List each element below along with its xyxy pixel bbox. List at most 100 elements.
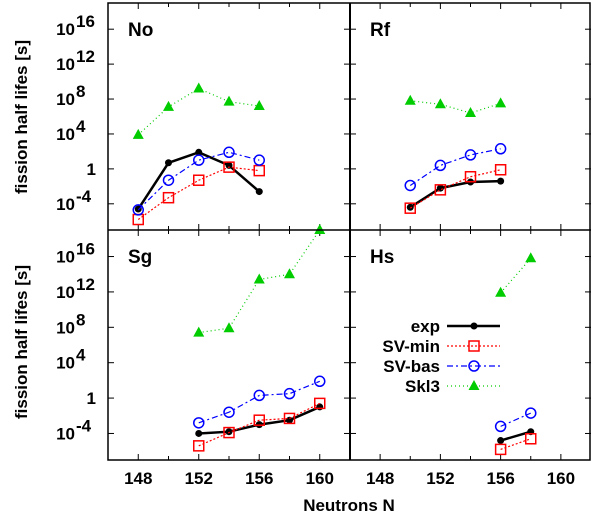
y-tick-label: 10 <box>56 354 75 373</box>
series-line <box>198 402 321 447</box>
data-point <box>404 179 416 192</box>
series-skl3 <box>132 82 265 139</box>
y-tick-label: 10 <box>56 283 75 302</box>
data-point <box>497 437 505 445</box>
data-point <box>255 188 263 196</box>
legend-entry-skl3: Skl3 <box>405 377 500 396</box>
legend-marker <box>468 360 480 372</box>
series-sv-min <box>494 433 537 456</box>
panel-no: No <box>108 3 350 230</box>
series-line <box>137 166 260 221</box>
legend-marker <box>468 340 480 352</box>
data-point <box>464 149 477 161</box>
series-exp <box>134 148 263 213</box>
legend-entry-exp: exp <box>411 317 500 336</box>
data-point <box>494 443 507 456</box>
data-point <box>132 204 144 216</box>
data-point <box>434 159 447 172</box>
series-line <box>198 380 320 424</box>
series-skl3 <box>404 94 507 118</box>
data-point <box>494 164 507 176</box>
data-point <box>193 326 205 337</box>
data-point <box>223 146 235 159</box>
series-skl3 <box>193 224 326 337</box>
data-point <box>495 286 507 297</box>
data-point <box>434 184 447 196</box>
series-line <box>137 151 260 211</box>
plot-frame <box>107 2 591 461</box>
data-point <box>193 154 205 166</box>
data-point <box>253 273 265 284</box>
y-tick-label-exponent: 8 <box>76 310 85 329</box>
data-point <box>497 177 505 185</box>
data-point <box>223 95 235 106</box>
y-tick-label: 10 <box>56 90 75 109</box>
x-tick-label: 156 <box>486 469 514 488</box>
series-sv-bas <box>132 146 265 216</box>
y-tick-label: 10 <box>56 55 75 74</box>
y-tick-label-exponent: 12 <box>76 47 95 66</box>
data-point <box>193 440 205 452</box>
x-tick-label: 160 <box>306 469 334 488</box>
data-point <box>195 429 203 437</box>
y-tick-label: 1 <box>87 160 96 179</box>
legend-entry-sv-bas: SV-bas <box>383 357 500 376</box>
series-skl3 <box>495 252 537 297</box>
data-point <box>494 420 507 433</box>
legend-label: Skl3 <box>405 377 440 396</box>
panel-hs: Hs <box>350 230 591 460</box>
series-sv-min <box>404 164 507 214</box>
data-point <box>165 159 172 167</box>
data-point <box>314 224 326 234</box>
series-exp <box>195 403 324 437</box>
series-sv-bas <box>404 143 507 192</box>
y-tick-label: 10 <box>56 248 75 267</box>
y-tick-label: 10 <box>56 20 75 39</box>
data-point <box>494 143 507 155</box>
y-tick-label: 10 <box>56 195 75 214</box>
data-point <box>283 412 296 425</box>
x-axis-label: Neutrons N <box>303 496 395 515</box>
y-tick-label-exponent: 4 <box>76 117 86 136</box>
series-sv-min <box>193 397 326 452</box>
data-point <box>525 252 537 263</box>
x-tick-label: 160 <box>547 469 575 488</box>
series-line <box>409 179 501 209</box>
data-point <box>465 107 476 118</box>
x-tick-labels-right: 148 152 156 160 <box>366 469 575 488</box>
y-tick-label-exponent: 12 <box>76 275 95 294</box>
panel-title: Sg <box>128 247 152 268</box>
legend-label: SV-bas <box>383 357 440 376</box>
panel-sg: Sg <box>108 224 350 460</box>
data-point <box>225 428 233 436</box>
series-exp <box>406 177 505 211</box>
data-point <box>406 203 414 211</box>
data-point <box>404 202 416 214</box>
y-tick-label-exponent: -4 <box>76 187 92 206</box>
series-line <box>137 87 260 136</box>
y-tick-label-exponent: 16 <box>76 240 95 259</box>
series-line <box>500 257 532 294</box>
data-point <box>314 375 326 388</box>
data-point <box>223 322 235 333</box>
data-point <box>162 174 175 186</box>
legend-marker <box>468 380 480 390</box>
y-tick-label: 10 <box>56 125 75 144</box>
y-tick-label-exponent: 16 <box>76 12 95 31</box>
data-point <box>193 82 205 93</box>
data-point <box>253 389 265 402</box>
data-point <box>436 184 444 192</box>
x-tick-label: 156 <box>245 469 273 488</box>
series-sv-min <box>132 161 265 226</box>
panel-title: Rf <box>370 20 391 41</box>
data-point <box>495 97 507 108</box>
data-point <box>464 170 477 183</box>
series-line <box>409 148 501 186</box>
data-point <box>225 161 233 169</box>
y-axis-label-bottom: fission half lifes [s] <box>12 265 31 419</box>
legend-marker <box>470 322 478 330</box>
data-point <box>525 433 537 445</box>
